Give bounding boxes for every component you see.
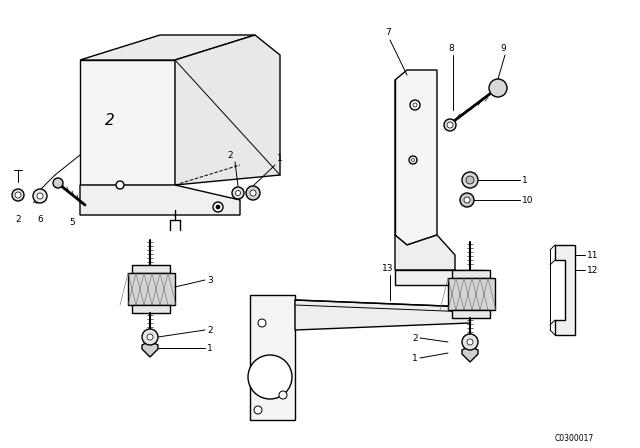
Text: 12: 12: [587, 266, 598, 275]
Circle shape: [236, 190, 241, 195]
Circle shape: [142, 329, 158, 345]
Text: 2: 2: [15, 215, 21, 224]
Circle shape: [410, 100, 420, 110]
Circle shape: [216, 205, 220, 209]
Circle shape: [33, 189, 47, 203]
Text: 4: 4: [32, 197, 38, 206]
Text: C0300017: C0300017: [555, 434, 595, 443]
Text: 9: 9: [500, 44, 506, 53]
Text: 1: 1: [207, 344, 212, 353]
Circle shape: [462, 334, 478, 350]
Circle shape: [254, 406, 262, 414]
Circle shape: [489, 79, 507, 97]
Polygon shape: [132, 265, 170, 273]
Circle shape: [248, 355, 292, 399]
Circle shape: [464, 197, 470, 203]
Text: 6: 6: [37, 215, 43, 224]
Polygon shape: [462, 346, 478, 362]
Polygon shape: [555, 245, 575, 335]
Text: 7: 7: [385, 28, 391, 37]
Circle shape: [246, 186, 260, 200]
Text: 2: 2: [412, 333, 418, 343]
Polygon shape: [132, 305, 170, 313]
Text: 1: 1: [412, 353, 418, 362]
Text: 1: 1: [522, 176, 528, 185]
Circle shape: [412, 159, 415, 161]
Circle shape: [12, 189, 24, 201]
Circle shape: [279, 391, 287, 399]
Circle shape: [53, 178, 63, 188]
Circle shape: [213, 202, 223, 212]
Circle shape: [250, 190, 256, 196]
Polygon shape: [80, 35, 255, 60]
Polygon shape: [142, 341, 158, 357]
Polygon shape: [175, 35, 280, 185]
Polygon shape: [128, 273, 175, 305]
Polygon shape: [80, 185, 240, 215]
Text: 1: 1: [277, 154, 283, 163]
Circle shape: [15, 192, 21, 198]
Text: 5: 5: [69, 218, 75, 227]
Circle shape: [232, 187, 244, 199]
Text: 8: 8: [448, 44, 454, 53]
Polygon shape: [452, 310, 490, 318]
Circle shape: [116, 181, 124, 189]
Polygon shape: [452, 270, 490, 278]
Circle shape: [467, 339, 473, 345]
Circle shape: [447, 122, 453, 128]
Polygon shape: [448, 278, 495, 310]
Circle shape: [460, 193, 474, 207]
Circle shape: [258, 319, 266, 327]
Circle shape: [409, 156, 417, 164]
Text: 2: 2: [207, 326, 212, 335]
Polygon shape: [395, 70, 437, 245]
Circle shape: [147, 334, 153, 340]
Text: 13: 13: [382, 264, 394, 273]
Circle shape: [37, 193, 43, 199]
Circle shape: [413, 103, 417, 107]
Polygon shape: [80, 60, 175, 185]
Polygon shape: [250, 295, 295, 420]
Polygon shape: [395, 235, 455, 270]
Circle shape: [466, 176, 474, 184]
Circle shape: [462, 172, 478, 188]
Text: 10: 10: [522, 195, 534, 204]
Polygon shape: [295, 300, 470, 330]
Text: 11: 11: [587, 250, 598, 259]
Text: 3: 3: [207, 276, 212, 284]
Text: 2: 2: [105, 112, 115, 128]
Polygon shape: [395, 270, 485, 285]
Circle shape: [444, 119, 456, 131]
Text: 2: 2: [227, 151, 233, 160]
